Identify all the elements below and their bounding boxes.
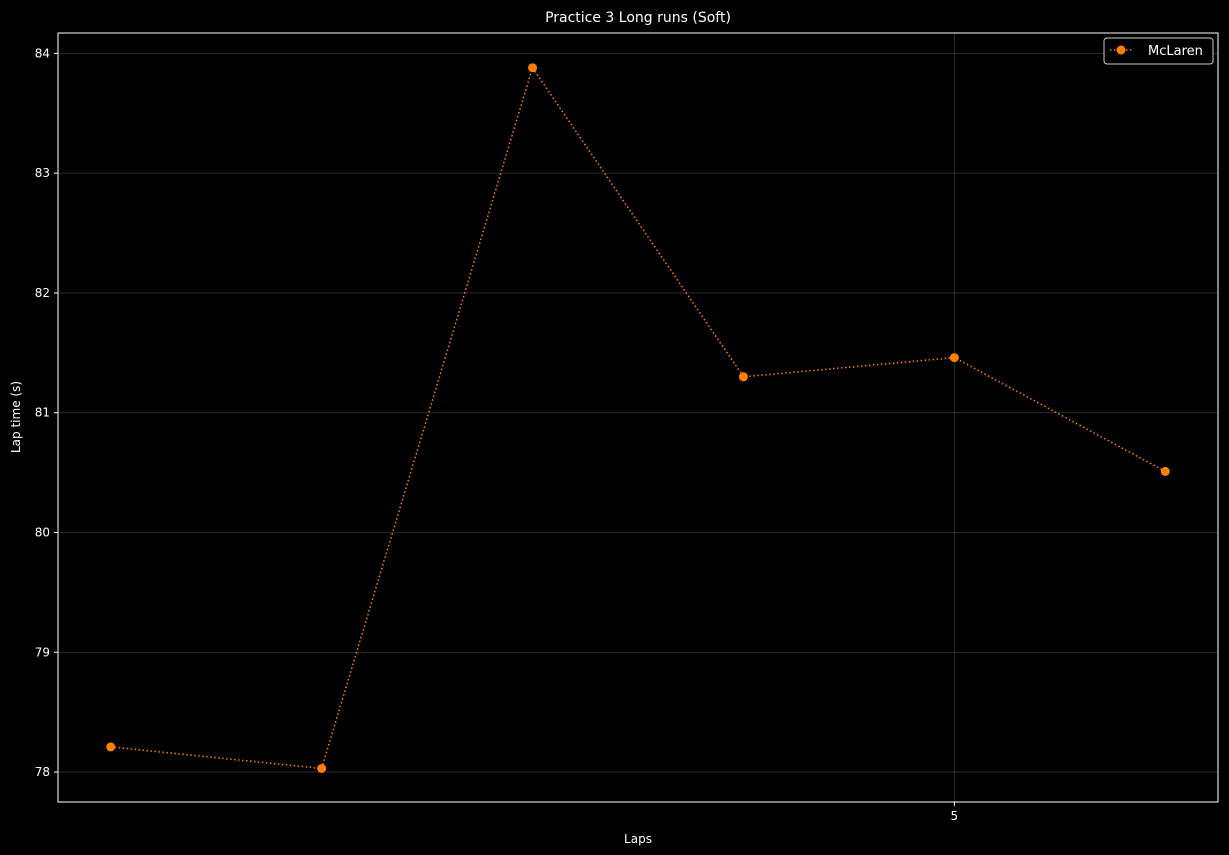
x-tick-label: 5 [951,809,959,823]
y-tick-label: 83 [35,166,50,180]
y-tick-label: 79 [35,645,50,659]
y-tick-label: 81 [35,406,50,420]
plot-area-border [57,32,1219,803]
legend: McLaren [1103,37,1214,65]
data-point [949,353,959,363]
chart-title: Practice 3 Long runs (Soft) [545,10,731,26]
axis-ticks: 78 79 80 81 82 83 84 5 [35,46,958,823]
data-point [1160,466,1170,476]
y-tick-label: 78 [35,765,50,779]
data-point [528,63,538,73]
data-point [317,763,327,773]
grid-lines [58,33,1218,802]
data-point [738,372,748,382]
y-axis-label: Lap time (s) [9,381,23,453]
y-tick-label: 84 [35,46,50,60]
legend-label: McLaren [1148,44,1203,59]
y-tick-label: 82 [35,286,50,300]
series-line [110,65,1166,770]
legend-box [1103,37,1214,65]
x-axis-label: Laps [624,832,652,846]
data-point [106,742,116,752]
series-layer [106,63,1170,773]
legend-marker [1116,45,1126,55]
y-tick-label: 80 [35,525,50,539]
